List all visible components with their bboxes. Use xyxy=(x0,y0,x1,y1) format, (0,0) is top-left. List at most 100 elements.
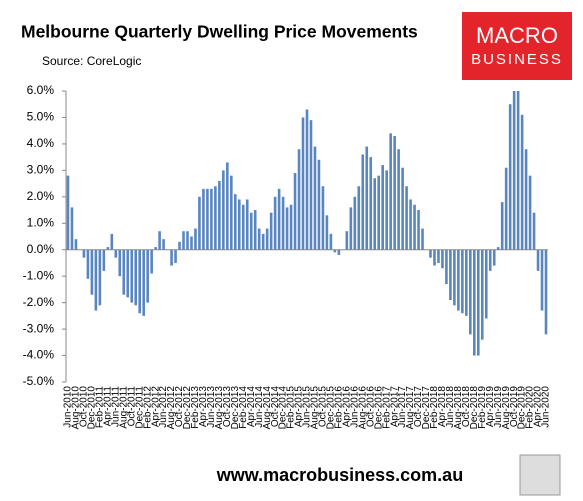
y-tick-label: -1.0% xyxy=(23,268,55,282)
bar xyxy=(289,204,293,250)
x-tick-label: Feb-2014 xyxy=(238,386,249,429)
x-tick-label: Jun-2018 xyxy=(445,386,456,428)
y-tick-label: 1.0% xyxy=(27,215,55,229)
y-tick-label: 5.0% xyxy=(27,110,55,124)
bar xyxy=(158,231,161,250)
x-tick-label: Apr-2020 xyxy=(533,386,544,428)
x-tick-label: Aug-2011 xyxy=(118,386,129,429)
bar xyxy=(453,249,456,306)
bar xyxy=(317,159,321,250)
bar xyxy=(536,249,540,271)
x-tick-label: Dec-2010 xyxy=(87,386,98,430)
x-tick-label: Oct-2013 xyxy=(222,386,233,428)
bar xyxy=(524,149,528,250)
bar xyxy=(325,215,329,250)
chart-title: Melbourne Quarterly Dwelling Price Movem… xyxy=(21,22,418,42)
x-tick-label: Aug-2012 xyxy=(166,386,177,430)
x-tick-label: Oct-2016 xyxy=(365,386,376,428)
bar xyxy=(214,186,217,250)
x-tick-label: Feb-2019 xyxy=(477,386,488,429)
bar xyxy=(445,249,448,285)
wolf-icon xyxy=(519,454,561,496)
bar xyxy=(457,249,460,311)
bar xyxy=(397,149,400,250)
x-tick-label: Feb-2015 xyxy=(286,386,297,429)
bar xyxy=(461,249,464,314)
bar xyxy=(245,199,249,250)
x-tick-label: Jun-2012 xyxy=(158,386,169,428)
bar xyxy=(178,241,181,250)
bar xyxy=(194,228,197,250)
bar xyxy=(469,249,472,335)
bar xyxy=(337,249,341,256)
bar xyxy=(249,212,253,250)
bar xyxy=(313,146,317,250)
bar xyxy=(496,247,500,250)
bar xyxy=(305,109,309,250)
bar xyxy=(321,186,325,250)
x-tick-label: Jun-2013 xyxy=(206,386,217,428)
x-tick-label: Dec-2015 xyxy=(326,386,337,430)
y-tick-label: -3.0% xyxy=(23,321,55,335)
bar xyxy=(520,114,524,250)
bar xyxy=(528,175,532,250)
bar xyxy=(273,196,277,250)
bar xyxy=(421,228,424,250)
logo-box xyxy=(462,12,572,80)
bar xyxy=(150,249,153,274)
x-tick-label: Feb-2016 xyxy=(334,386,345,429)
bar xyxy=(413,204,416,250)
bar xyxy=(226,162,229,250)
x-tick-label: Dec-2011 xyxy=(134,386,145,429)
bar xyxy=(146,249,149,303)
x-tick-label: Aug-2015 xyxy=(310,386,321,430)
x-tick-label: Jun-2019 xyxy=(493,386,504,428)
bar xyxy=(373,178,377,250)
x-tick-label: Oct-2015 xyxy=(318,386,329,428)
x-tick-label: Aug-2014 xyxy=(262,386,273,430)
bar xyxy=(353,196,357,250)
x-tick-label: Apr-2017 xyxy=(389,386,400,428)
x-tick-label: Oct-2012 xyxy=(174,386,185,428)
bar xyxy=(86,249,90,279)
bar xyxy=(281,196,285,250)
bar xyxy=(540,249,544,311)
x-tick-label: Apr-2012 xyxy=(150,386,161,428)
bar xyxy=(504,167,508,250)
bar xyxy=(385,170,388,250)
bar xyxy=(269,212,273,250)
x-tick-label: Aug-2017 xyxy=(405,386,416,430)
x-tick-label: Dec-2019 xyxy=(517,386,528,430)
bar xyxy=(441,249,444,269)
x-tick-label: Jun-2017 xyxy=(397,386,408,428)
bar xyxy=(102,249,106,271)
bar xyxy=(433,249,436,266)
x-tick-label: Oct-2010 xyxy=(79,386,90,428)
x-tick-label: Apr-2016 xyxy=(341,386,352,428)
bar xyxy=(222,170,225,250)
bar xyxy=(297,149,301,250)
x-tick-label: Oct-2017 xyxy=(413,386,424,428)
x-tick-label: Feb-2011 xyxy=(95,386,106,429)
y-tick-label: 3.0% xyxy=(27,163,55,177)
x-tick-label: Feb-2018 xyxy=(429,386,440,429)
bar xyxy=(218,180,221,250)
y-tick-label: -2.0% xyxy=(23,295,55,309)
bar xyxy=(198,196,201,250)
bar xyxy=(349,207,353,250)
bar xyxy=(516,91,520,250)
y-tick-label: -4.0% xyxy=(23,348,55,362)
bar xyxy=(114,249,118,258)
bar xyxy=(94,249,98,311)
x-tick-label: Apr-2013 xyxy=(198,386,209,428)
bar xyxy=(154,247,157,250)
bar xyxy=(118,249,122,277)
bar xyxy=(389,133,392,250)
x-tick-label: Dec-2018 xyxy=(469,386,480,430)
x-tick-label: Jun-2011 xyxy=(110,386,121,427)
bar xyxy=(190,236,193,250)
bar xyxy=(309,120,313,250)
bar xyxy=(476,249,480,356)
bar xyxy=(237,199,241,250)
x-tick-label: Oct-2019 xyxy=(509,386,520,428)
